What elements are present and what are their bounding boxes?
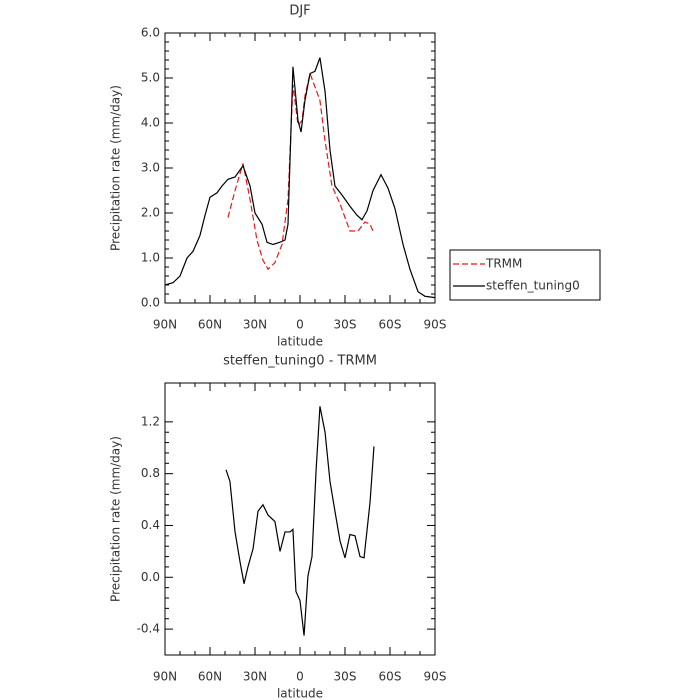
chart-title: steffen_tuning0 - TRMM bbox=[223, 354, 377, 369]
legend-label: TRMM bbox=[485, 257, 522, 271]
x-tick-label: 90S bbox=[424, 318, 447, 332]
x-tick-label: 60S bbox=[379, 318, 402, 332]
plot-frame bbox=[164, 32, 436, 304]
y-axis-label: Precipitation rate (mm/day) bbox=[109, 436, 123, 602]
x-tick-label: 60N bbox=[198, 670, 222, 684]
y-tick-label: 3.0 bbox=[141, 161, 160, 175]
x-tick-label: 0 bbox=[296, 670, 304, 684]
y-tick-label: 0.4 bbox=[141, 518, 160, 532]
data-line bbox=[227, 71, 375, 271]
x-tick-label: 30S bbox=[334, 670, 357, 684]
x-axis-label: latitude bbox=[277, 687, 323, 700]
y-axis-label: Precipitation rate (mm/day) bbox=[109, 85, 123, 251]
x-tick-label: 0 bbox=[296, 318, 304, 332]
legend-label: steffen_tuning0 bbox=[486, 279, 580, 293]
y-tick-label: 0.8 bbox=[141, 466, 160, 480]
y-tick-label: 0.0 bbox=[141, 296, 160, 310]
y-tick-label: 1.0 bbox=[141, 251, 160, 265]
y-tick-label: 0.0 bbox=[141, 570, 160, 584]
legend-box bbox=[449, 249, 601, 301]
data-line bbox=[225, 406, 375, 636]
y-tick-label: -0.4 bbox=[137, 622, 160, 636]
x-tick-label: 30S bbox=[334, 318, 357, 332]
data-line bbox=[164, 57, 436, 299]
y-tick-label: 2.0 bbox=[141, 206, 160, 220]
y-tick-label: 1.2 bbox=[141, 414, 160, 428]
chart-title: DJF bbox=[289, 4, 310, 19]
x-tick-label: 60S bbox=[379, 670, 402, 684]
x-tick-label: 90N bbox=[153, 318, 177, 332]
y-tick-label: 6.0 bbox=[141, 26, 160, 40]
x-tick-label: 60N bbox=[198, 318, 222, 332]
x-tick-label: 30N bbox=[243, 318, 267, 332]
x-tick-label: 90N bbox=[153, 670, 177, 684]
x-tick-label: 90S bbox=[424, 670, 447, 684]
plot-frame bbox=[164, 382, 436, 656]
x-axis-label: latitude bbox=[277, 335, 323, 349]
y-tick-label: 5.0 bbox=[141, 71, 160, 85]
x-tick-label: 30N bbox=[243, 670, 267, 684]
y-tick-label: 4.0 bbox=[141, 116, 160, 130]
